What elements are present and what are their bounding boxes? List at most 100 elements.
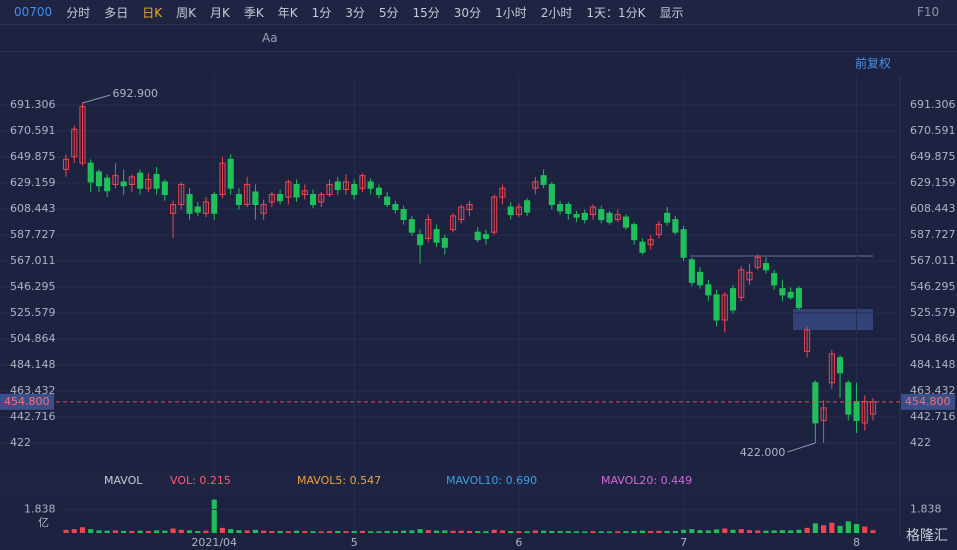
candle-body [557,204,564,212]
tab[interactable]: 日K [142,5,163,20]
y-tick-label: 442.716 [910,410,956,423]
candle-body [285,181,292,198]
volume-bar [681,529,687,533]
volume-bar [524,531,530,533]
volume-bar [582,531,588,533]
candle-body [95,171,102,187]
y-tick-label: 587.727 [910,228,956,241]
candle-body [252,191,259,206]
y-tick-label: 484.148 [10,358,56,371]
tab[interactable]: 15分 [412,5,440,20]
volume-bar [870,530,876,533]
volume-bar [697,530,703,533]
candle-body [186,193,193,214]
tab[interactable]: 周K [176,5,196,20]
volume-bar [310,531,316,533]
y-tick-label: 525.579 [910,306,956,319]
f10-button[interactable]: F10 [917,5,940,19]
candle-body [202,201,210,214]
volume-bar [771,530,777,533]
x-tick-label: 2021/04 [191,536,237,549]
y-tick-label: 567.011 [10,254,56,267]
indicator-value: MAVOL10: 0.690 [446,474,537,487]
candle-body [417,234,424,246]
candle-body [79,106,86,164]
logo: 格隆汇 [906,528,948,544]
volume-bar [285,531,291,533]
volume-bar [71,529,77,533]
x-tick-label: 6 [515,536,522,549]
candle-body [301,190,308,195]
tab[interactable]: 3分 [345,5,365,20]
tab[interactable]: 30分 [453,5,482,20]
candle-body [169,204,177,214]
volume-bar [598,531,604,533]
low-pointer [787,442,816,453]
candle-body [375,187,382,195]
tab[interactable]: 1天：1分K [586,5,646,20]
tab[interactable]: 多日 [104,5,129,20]
tab[interactable]: 年K [277,5,298,20]
candle-body [548,183,555,206]
volume-bar [211,499,217,533]
candle-body [211,193,218,214]
y-tick-label: 670.591 [910,124,956,137]
adjust-mode: 前复权 [855,56,891,71]
volume-bar [269,531,275,533]
tab[interactable]: 1分 [311,5,332,20]
volume-bar [557,531,563,533]
candle-body [606,212,613,223]
tab[interactable]: 2小时 [540,5,573,20]
volume-bar [392,530,398,533]
text-tool[interactable]: Aa [262,31,278,45]
candle-body [367,181,374,189]
volume-bar [162,530,168,533]
tab[interactable]: 月K [209,5,230,20]
high-label: 692.900 [112,87,158,100]
candle-body [326,183,333,195]
drawing-toolbar: Aa [0,25,957,52]
y-tick-label: 463.432 [10,384,56,397]
y-tick-label: 463.432 [910,384,956,397]
candle-body [120,181,127,187]
candle-body [812,382,819,424]
stock-code[interactable]: 00700 [14,5,53,19]
annotation-box [793,309,873,330]
volume-bar [853,524,860,533]
tab[interactable]: 5分 [378,5,399,20]
volume-bar [368,531,374,533]
y-tick-label: 484.148 [910,358,956,371]
tab[interactable]: 显示 [659,5,684,20]
volume-bar [672,531,678,533]
candle-body [318,193,325,203]
volume-bar [219,527,226,533]
y-tick-label: 649.875 [10,150,56,163]
tab[interactable]: 1小时 [495,5,527,20]
candle-body [754,256,761,268]
volume-bar [335,530,341,533]
volume-bar [343,531,349,533]
volume-tick-label: 1.838 [910,502,942,515]
candle-body [161,181,168,195]
y-tick-label: 608.443 [910,202,956,215]
candle-body [334,181,341,190]
volume-bar [499,530,505,533]
candle-body [499,187,506,198]
volume-bar [713,529,720,533]
candle-body [425,219,432,239]
volume-bar [812,523,818,533]
candle-body [845,382,852,415]
candle-body [342,181,350,190]
tab[interactable]: 季K [243,5,264,20]
volume-bar [821,525,827,533]
candle-body [194,206,201,213]
volume-bar [236,530,242,533]
candle-body [589,206,597,216]
volume-bar [804,527,810,533]
tab[interactable]: 分时 [66,5,91,20]
candle-body [713,294,720,321]
y-tick-label: 422 [10,436,31,449]
candle-body [359,175,366,189]
volume-bar [137,530,143,533]
